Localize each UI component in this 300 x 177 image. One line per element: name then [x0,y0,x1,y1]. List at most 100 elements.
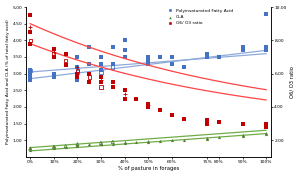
Point [28,79,33,82]
Point [264,12,268,15]
Point [205,119,209,122]
Point [122,92,127,95]
Point [75,143,80,146]
Point [52,146,56,149]
Point [52,74,56,77]
Point [146,140,151,143]
Point [158,139,162,142]
Point [87,62,92,65]
Point [99,56,103,58]
Point [28,69,33,72]
Point [75,79,80,82]
Point [122,56,127,58]
Point [75,65,80,68]
Point [75,144,80,146]
Legend: Polyinsaturated Fatty Acid, CLA, O6/ O3 ratio: Polyinsaturated Fatty Acid, CLA, O6/ O3 … [165,8,234,26]
Point [52,56,56,58]
Point [264,132,268,134]
Point [99,79,103,82]
Point [205,136,209,139]
Point [52,145,56,148]
Point [205,137,209,140]
Point [99,141,103,144]
Point [28,26,33,28]
Point [99,81,103,83]
Point [28,146,33,149]
Point [122,97,127,100]
Point [99,76,103,78]
Point [87,76,92,78]
Point [264,125,268,128]
Point [28,147,33,150]
Point [181,138,186,141]
Y-axis label: Polyinsaturated Fatty Acid and CLA (% of total fatty acid): Polyinsaturated Fatty Acid and CLA (% of… [6,20,10,144]
Point [87,46,92,48]
Point [87,72,92,75]
Point [205,56,209,58]
Point [28,14,33,17]
Point [99,71,103,73]
Point [75,69,80,72]
Point [99,85,103,88]
Point [134,97,139,100]
Point [169,139,174,142]
Point [28,69,33,72]
Point [122,49,127,52]
Point [99,142,103,145]
Point [99,62,103,65]
Point [28,42,33,45]
Point [217,56,221,58]
Point [217,121,221,123]
Point [146,56,151,58]
Point [63,145,68,148]
Point [158,56,162,58]
Point [264,46,268,48]
Point [52,76,56,78]
Point [28,39,33,42]
Point [75,65,80,68]
Point [87,81,92,83]
Point [110,46,115,48]
Point [240,134,245,137]
Point [99,143,103,146]
Point [205,122,209,125]
Point [181,65,186,68]
Point [264,49,268,52]
Point [52,51,56,53]
Point [146,62,151,65]
Point [63,64,68,67]
Point [63,52,68,55]
Point [122,89,127,92]
Point [146,104,151,107]
Point [110,62,115,65]
Point [87,143,92,146]
Point [240,122,245,125]
Point [181,117,186,120]
Point [146,139,151,142]
Point [169,62,174,65]
Point [75,144,80,147]
Point [122,141,127,144]
Point [264,133,268,136]
Point [52,47,56,50]
Point [63,145,68,148]
Point [28,148,33,151]
Point [240,135,245,138]
X-axis label: % of pasture in forages: % of pasture in forages [118,166,179,172]
Point [264,122,268,125]
Point [75,76,80,78]
Point [99,76,103,78]
Point [134,141,139,144]
Point [146,105,151,108]
Point [122,141,127,144]
Point [146,59,151,62]
Point [99,69,103,72]
Point [217,136,221,138]
Point [52,145,56,148]
Point [110,81,115,83]
Point [110,65,115,68]
Point [240,46,245,48]
Y-axis label: O6/ O3 ratio: O6/ O3 ratio [290,66,294,98]
Point [75,56,80,58]
Point [75,72,80,75]
